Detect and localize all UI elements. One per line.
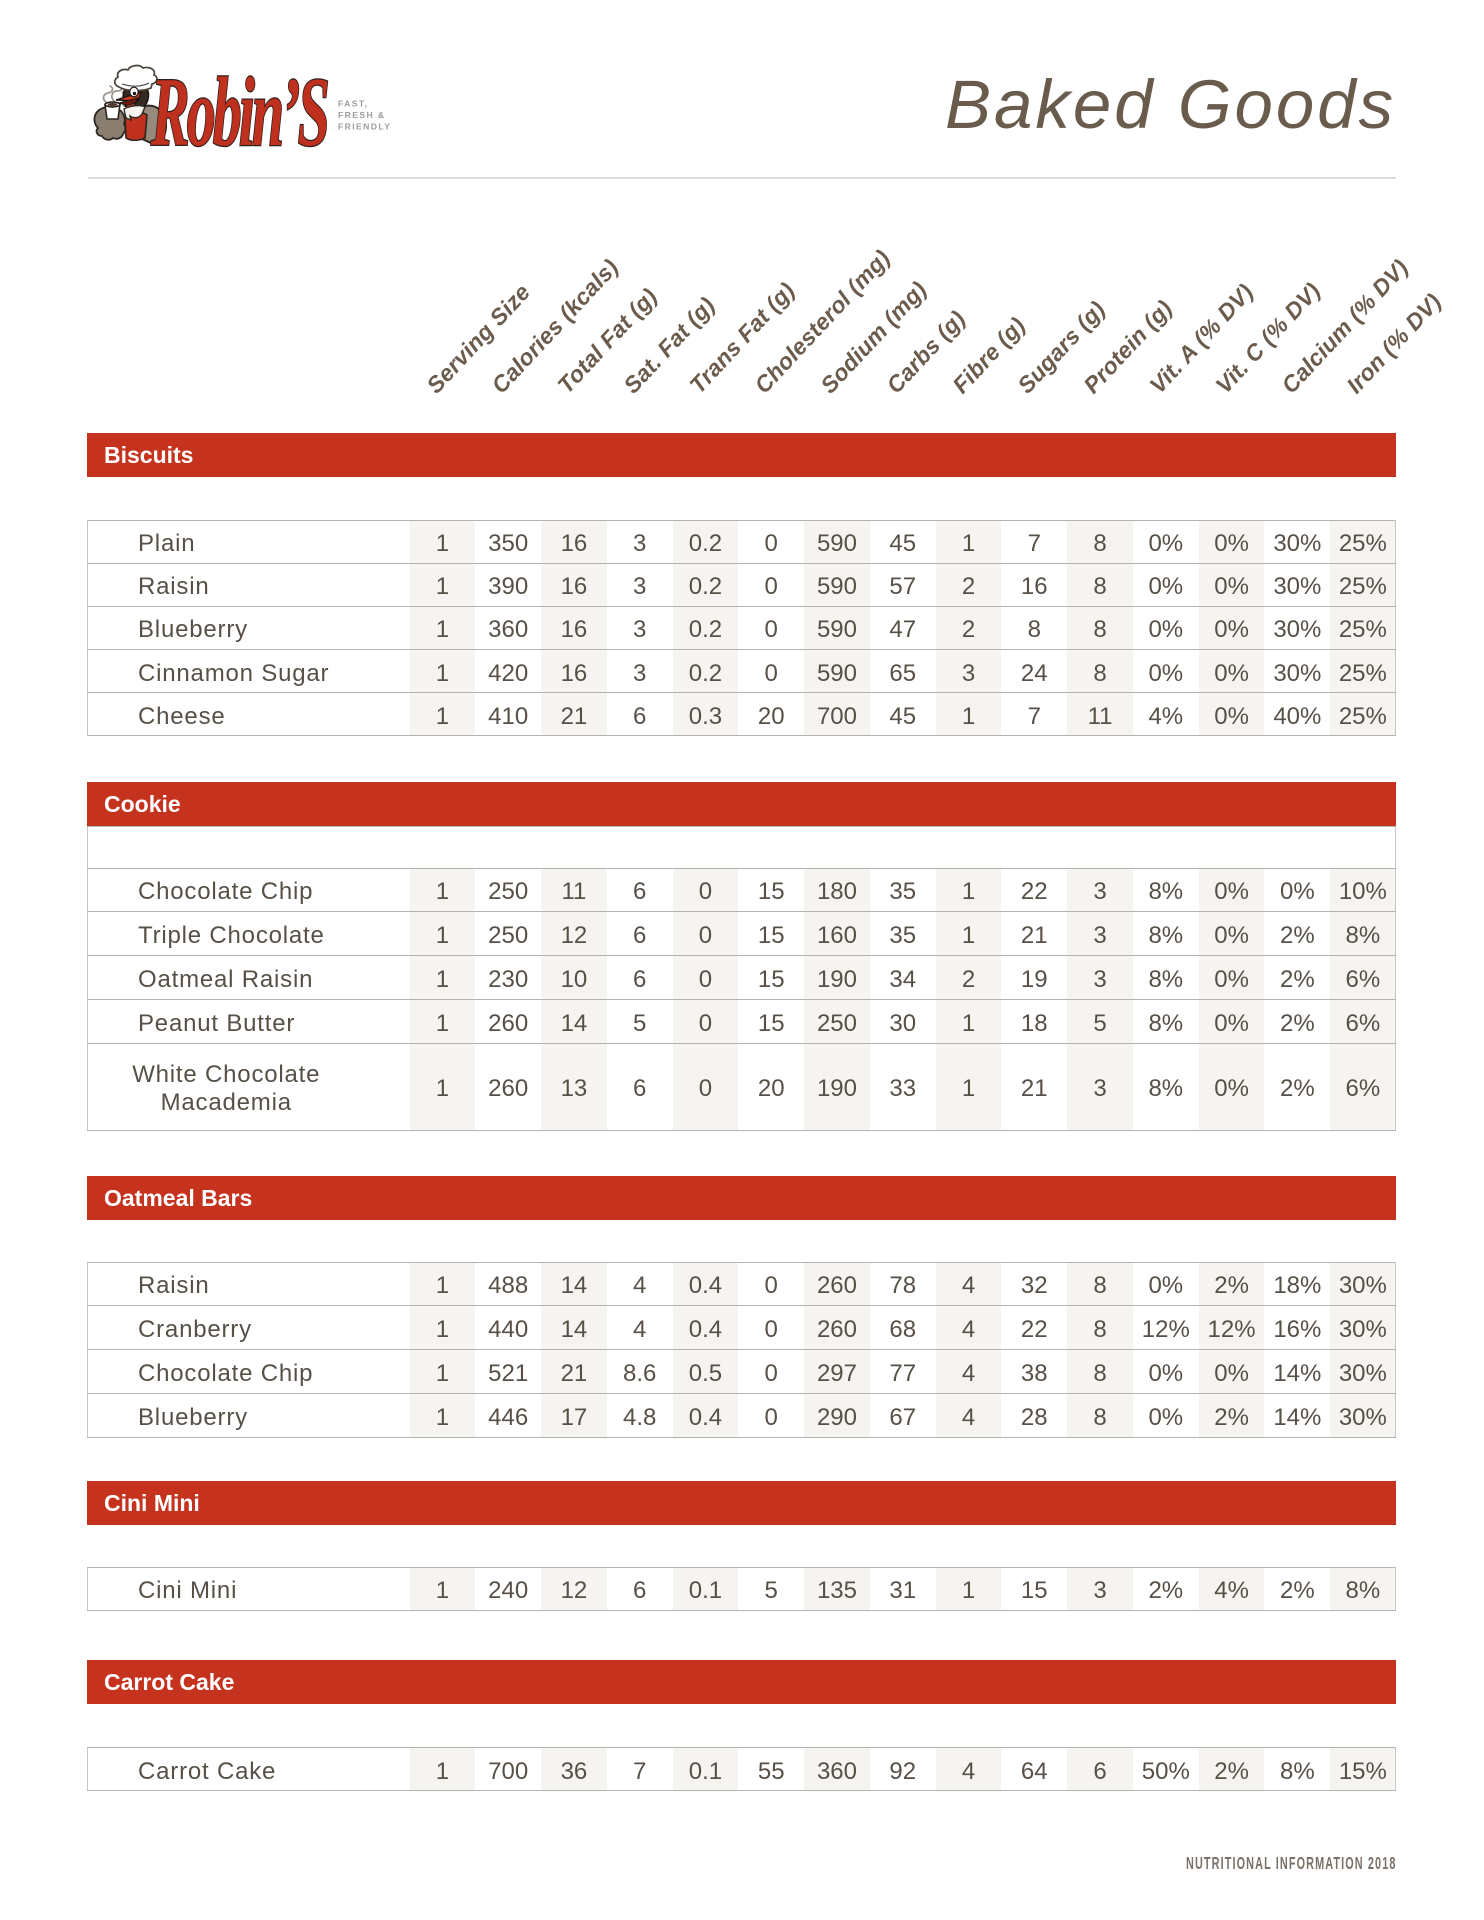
svg-text:FRIENDLY: FRIENDLY bbox=[338, 122, 391, 132]
svg-text:FAST,: FAST, bbox=[338, 99, 368, 109]
svg-text:Robin’S: Robin’S bbox=[150, 57, 327, 160]
svg-text:FRESH &: FRESH & bbox=[338, 110, 386, 120]
